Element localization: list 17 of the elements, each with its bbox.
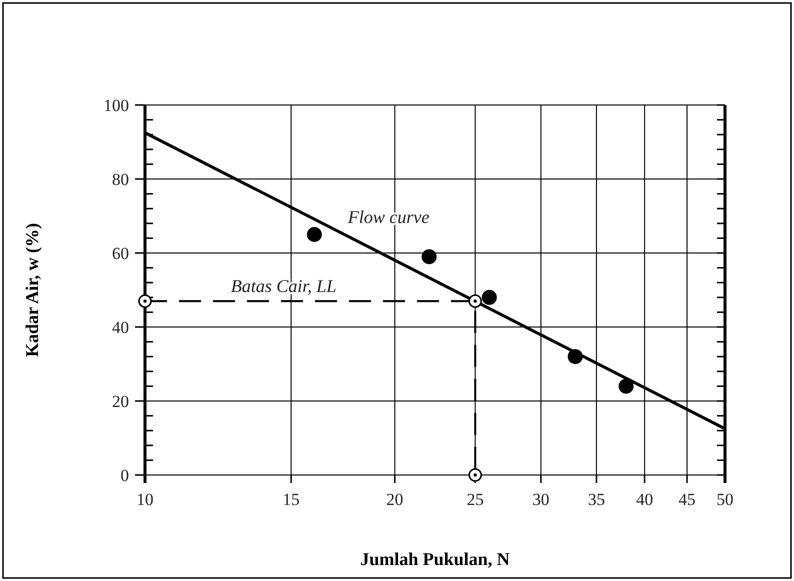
x-tick-label: 15 — [282, 490, 300, 509]
y-tick-label: 100 — [104, 96, 129, 115]
x-tick-label: 45 — [678, 490, 696, 509]
x-tick-label: 10 — [136, 490, 154, 509]
y-tick-label: 40 — [112, 318, 129, 337]
x-tick-label: 30 — [532, 490, 550, 509]
y-axis-title: Kadar Air, w (%) — [22, 222, 42, 358]
x-tick-label: 20 — [386, 490, 404, 509]
x-tick-label: 50 — [716, 490, 734, 509]
x-axis-title: Jumlah Pukulan, N — [360, 549, 510, 569]
y-tick-label: 80 — [112, 170, 129, 189]
x-tick-label: 35 — [588, 490, 605, 509]
y-tick-label: 20 — [112, 392, 129, 411]
y-tick-label: 0 — [120, 466, 129, 485]
x-tick-label: 40 — [636, 490, 654, 509]
x-tick-label: 25 — [466, 490, 484, 509]
y-tick-label: 60 — [112, 244, 129, 263]
